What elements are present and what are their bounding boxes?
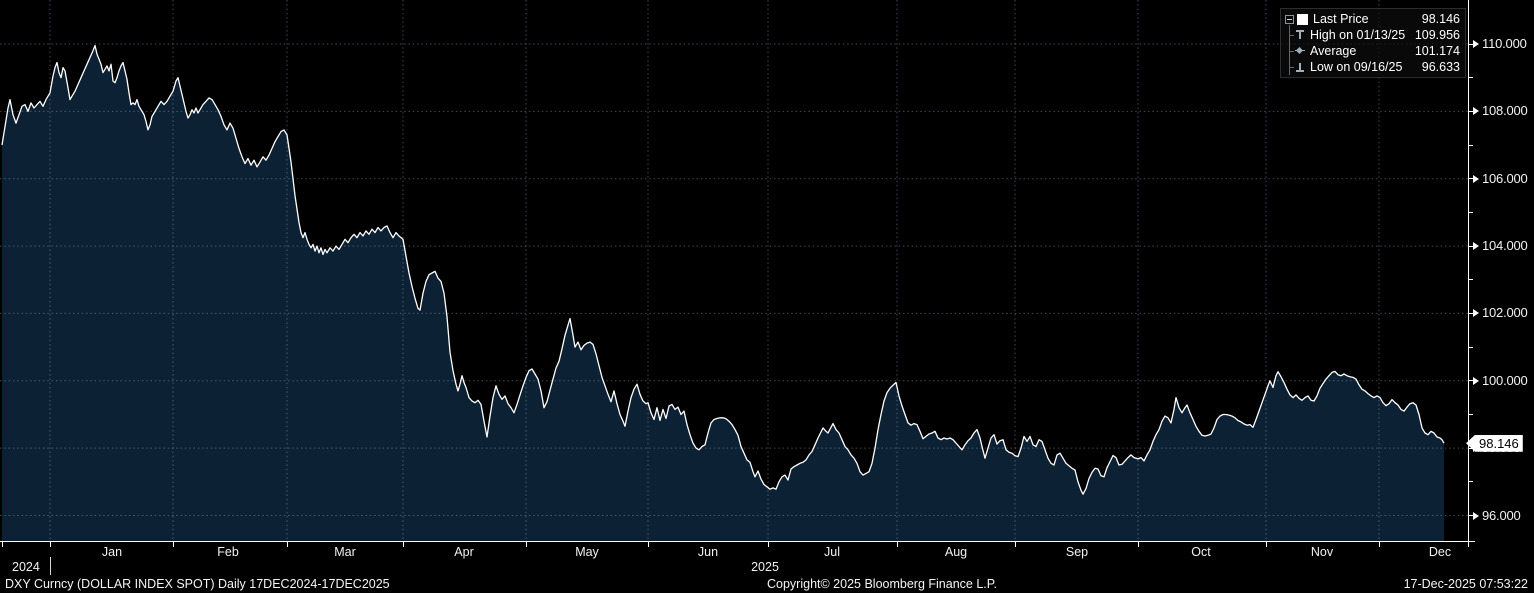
y-major-tick: [1468, 245, 1474, 247]
y-major-tick: [1468, 178, 1474, 180]
legend-label: High on 01/13/25: [1310, 28, 1406, 42]
legend-tree-branch: [1289, 50, 1294, 52]
month-label-mar: Mar: [334, 545, 356, 559]
y-major-tick: [1468, 43, 1474, 45]
high-marker-icon: [1295, 30, 1305, 40]
month-label-dec: Dec: [1428, 545, 1452, 559]
y-axis-label: 108.000: [1482, 103, 1528, 119]
price-area-fill: [2, 45, 1444, 541]
legend-label: Average: [1310, 44, 1357, 58]
legend-label: Low on 09/16/25: [1310, 60, 1403, 74]
y-minor-tick: [1468, 77, 1473, 79]
y-tick-arrow-icon: [1473, 107, 1479, 116]
copyright-notice: Copyright© 2025 Bloomberg Finance L.P.: [767, 577, 997, 591]
legend-row-swatch[interactable]: Last Price 98.146: [1285, 11, 1460, 27]
y-axis-label: 96.000: [1482, 507, 1521, 523]
x-axis-tick: [897, 542, 898, 547]
y-major-tick: [1468, 110, 1474, 112]
x-axis-tick: [1015, 542, 1016, 547]
x-axis-tick: [287, 542, 288, 547]
y-tick-arrow-icon: [1473, 309, 1479, 318]
legend-box[interactable]: Last Price 98.146 High on 01/13/25 109.956 A…: [1280, 8, 1466, 78]
legend-value: 101.174: [1414, 44, 1460, 58]
y-tick-arrow-icon: [1473, 174, 1479, 183]
x-axis-tick: [2, 542, 3, 547]
x-axis-tick: [403, 542, 404, 547]
price-line: [1, 44, 1445, 495]
year-divider-line: [50, 557, 51, 575]
y-axis-label: 100.000: [1482, 372, 1528, 388]
y-tick-arrow-icon: [1473, 511, 1479, 520]
series-color-swatch: [1297, 13, 1308, 25]
month-label-apr: Apr: [454, 545, 474, 559]
month-label-jun: Jun: [697, 545, 719, 559]
y-tick-arrow-icon: [1473, 242, 1479, 251]
average-marker-icon: [1295, 46, 1305, 56]
y-axis-label: 104.000: [1482, 238, 1528, 254]
x-axis-tick: [1138, 542, 1139, 547]
last-price-callout: 98.146: [1466, 434, 1523, 452]
x-axis-tick: [50, 542, 51, 547]
chart-plot-area[interactable]: [0, 0, 1468, 542]
timestamp: 17-Dec-2025 07:53:22: [1403, 577, 1528, 591]
month-label-jul: Jul: [824, 545, 840, 559]
month-label-may: May: [575, 545, 599, 559]
y-tick-arrow-icon: [1473, 40, 1479, 48]
x-axis-tick: [526, 542, 527, 547]
month-label-nov: Nov: [1310, 545, 1334, 559]
month-label-aug: Aug: [944, 545, 968, 559]
y-minor-tick: [1468, 346, 1473, 348]
x-axis-tick: [648, 542, 649, 547]
legend-label: Last Price: [1313, 12, 1369, 26]
year-label-2025: 2025: [751, 560, 779, 574]
month-label-sep: Sep: [1065, 545, 1089, 559]
legend-value: 98.146: [1421, 12, 1460, 26]
y-major-tick: [1468, 447, 1474, 449]
month-label-jan: Jan: [101, 545, 123, 559]
x-axis-tick: [1379, 542, 1380, 547]
y-minor-tick: [1468, 211, 1473, 213]
x-axis-tick: [1468, 542, 1469, 547]
legend-tree-branch: [1289, 34, 1294, 36]
legend-tree-branch: [1289, 66, 1294, 68]
x-axis-tick: [768, 542, 769, 547]
y-minor-tick: [1468, 413, 1473, 415]
y-major-tick: [1468, 312, 1474, 314]
y-tick-arrow-icon: [1473, 376, 1479, 385]
low-marker-icon: [1295, 62, 1305, 72]
legend-tree-line: [1289, 25, 1290, 75]
y-axis-label: 110.000: [1482, 36, 1527, 51]
legend-row-average[interactable]: Average 101.174: [1285, 43, 1460, 59]
chart-title: DXY Curncy (DOLLAR INDEX SPOT) Daily 17D…: [5, 577, 390, 591]
legend-row-low[interactable]: Low on 09/16/25 96.633: [1285, 59, 1460, 75]
y-axis-label: 102.000: [1482, 305, 1528, 321]
legend-value: 109.956: [1414, 28, 1460, 42]
x-axis-line: [0, 541, 1475, 542]
legend-collapse-icon[interactable]: [1285, 14, 1294, 24]
year-label-2024: 2024: [12, 560, 40, 574]
y-major-tick: [1468, 380, 1474, 382]
x-axis-tick: [173, 542, 174, 547]
x-axis-tick: [1266, 542, 1267, 547]
y-major-tick: [1468, 515, 1474, 516]
month-label-feb: Feb: [217, 545, 239, 559]
month-label-oct: Oct: [1191, 545, 1211, 559]
y-axis-label: 106.000: [1482, 170, 1528, 186]
y-axis-line: [1468, 0, 1469, 542]
y-minor-tick: [1468, 279, 1473, 281]
legend-row-high[interactable]: High on 01/13/25 109.956: [1285, 27, 1460, 43]
y-minor-tick: [1468, 481, 1473, 483]
legend-value: 96.633: [1421, 60, 1460, 74]
y-minor-tick: [1468, 144, 1473, 146]
